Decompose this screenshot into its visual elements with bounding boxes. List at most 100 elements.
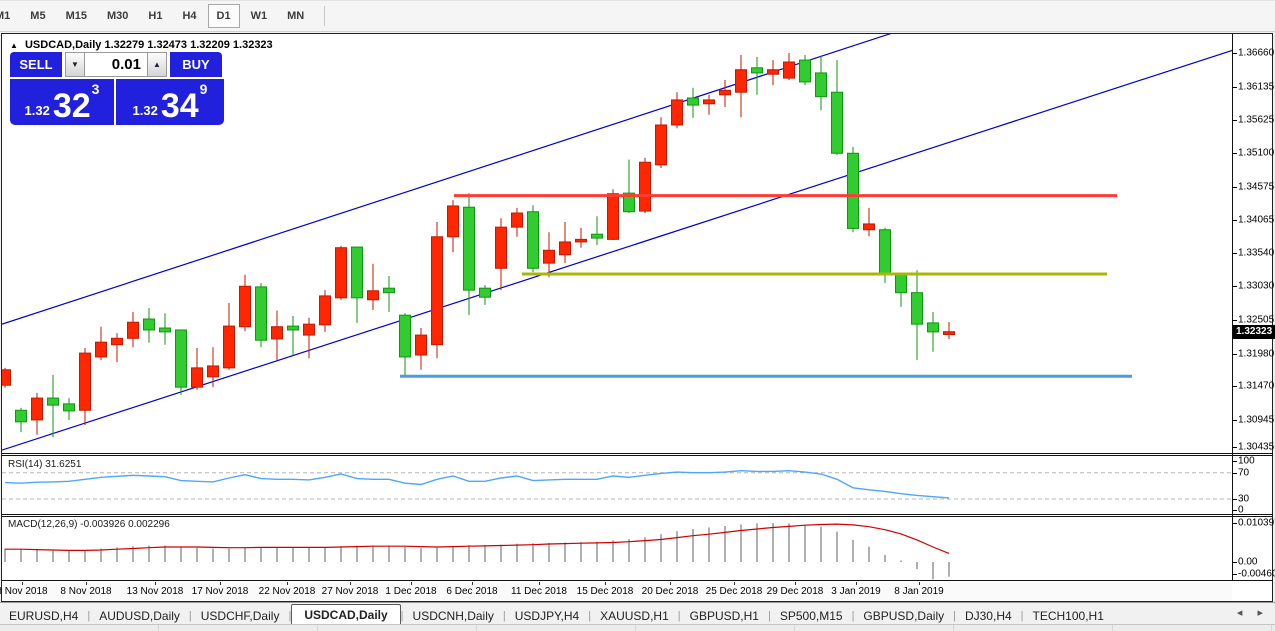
rsi-axis-label-tick (1233, 472, 1237, 474)
timeframe-button-M5[interactable]: M5 (30, 10, 46, 22)
volume-input[interactable]: 0.01 (85, 52, 147, 77)
macd-histogram-bar (468, 545, 470, 563)
chart-tab-USDCHF-Daily[interactable]: USDCHF,Daily (200, 609, 280, 623)
macd-axis-label: -0.004608 (1238, 568, 1275, 580)
macd-histogram-bar (676, 531, 678, 563)
price-axis-label-tick (1233, 420, 1237, 422)
chart-tab-GBPUSD-Daily[interactable]: GBPUSD,Daily (863, 609, 945, 623)
timeframe-button-M1[interactable]: M1 (0, 10, 11, 22)
rsi-line (4, 469, 950, 499)
price-axis-label-tick (1233, 186, 1237, 188)
price-axis-label: 1.36660 (1238, 47, 1275, 59)
candle-body (687, 97, 699, 106)
date-axis[interactable]: 3 Nov 2018 8 Nov 2018 13 Nov 2018 17 Nov 20… (0, 582, 1232, 601)
timeframe-button-H4[interactable]: H4 (182, 10, 197, 22)
price-axis-label-tick (1233, 353, 1237, 355)
date-tick (605, 582, 606, 585)
date-axis-label: 3 Jan 2019 (831, 586, 881, 597)
chart-symbol: USDCAD,Daily (24, 39, 102, 51)
date-tick (670, 582, 671, 585)
macd-histogram-bar (580, 542, 582, 563)
symbol-marker-icon[interactable]: ▲ (10, 41, 18, 50)
date-tick (287, 582, 288, 585)
macd-histogram-bar (852, 539, 854, 563)
pane-separator (2, 580, 1273, 581)
price-axis-label-tick (1233, 53, 1237, 55)
macd-histogram-bar (756, 523, 758, 563)
buy-button[interactable]: BUY (170, 52, 222, 77)
timeframe-button-D1[interactable]: D1 (207, 4, 240, 28)
tab-divider: | (188, 610, 192, 622)
price-axis-label-tick (1233, 119, 1237, 121)
chart-tab-USDJPY-H4[interactable]: USDJPY,H4 (514, 609, 580, 623)
rsi-axis-label: 0 (1238, 504, 1244, 516)
chart-window (1, 33, 1273, 602)
tab-divider: | (953, 610, 956, 622)
candle-body (863, 223, 875, 231)
chart-tab-DJ30-H4[interactable]: DJ30,H4 (964, 609, 1012, 623)
chart-tab-AUDUSD-Daily[interactable]: AUDUSD,Daily (99, 609, 180, 623)
macd-histogram-bar (452, 546, 454, 563)
volume-decrease-button[interactable]: ▼ (65, 52, 85, 77)
price-axis-divider (1232, 34, 1233, 581)
date-tick (795, 582, 796, 585)
macd-histogram-bar (564, 542, 566, 563)
macd-histogram-bar (500, 544, 502, 563)
macd-histogram-bar (708, 527, 710, 563)
timeframe-button-W1[interactable]: W1 (250, 10, 268, 22)
macd-histogram-bar (228, 548, 230, 563)
chevron-up-icon: ▲ (153, 60, 161, 69)
tab-divider: | (87, 610, 91, 622)
chart-tab-EURUSD-H4[interactable]: EURUSD,H4 (9, 609, 79, 623)
candle-body (207, 365, 219, 378)
macd-histogram-bar (724, 525, 726, 563)
date-tick (539, 582, 540, 585)
sell-button[interactable]: SELL (10, 52, 62, 77)
price-axis-label: 1.35625 (1238, 114, 1275, 126)
chart-tab-SP500-M15[interactable]: SP500,M15 (779, 609, 843, 623)
pane-separator[interactable] (2, 514, 1273, 515)
candle-body (191, 367, 203, 388)
date-axis-label: 8 Jan 2019 (894, 586, 944, 597)
chart-tab-USDCNH-Daily[interactable]: USDCNH,Daily (412, 609, 494, 623)
candle-body (879, 229, 891, 276)
timeframe-button-M15[interactable]: M15 (65, 10, 87, 22)
macd-histogram-bar (372, 545, 374, 563)
price-axis-label-tick (1233, 153, 1237, 155)
macd-pane-chart[interactable] (2, 517, 1232, 580)
date-axis-label: 20 Dec 2018 (641, 586, 699, 597)
chart-tab-XAUUSD-H1[interactable]: XAUUSD,H1 (600, 609, 669, 623)
tab-divider: | (502, 610, 506, 622)
candle-body (351, 246, 363, 299)
candle-body (431, 236, 443, 346)
chart-tab-USDCAD-Daily[interactable]: USDCAD,Daily (291, 604, 401, 625)
main-price-chart[interactable] (2, 34, 1232, 453)
date-axis-label: 11 Dec 2018 (511, 586, 567, 597)
trend-channel-line[interactable] (2, 34, 1232, 325)
chart-tab-GBPUSD-H1[interactable]: GBPUSD,H1 (689, 609, 759, 623)
buy-price-panel[interactable]: 1.32 34 9 (116, 79, 224, 125)
price-axis-label: 1.35100 (1238, 147, 1275, 159)
tab-scroll-arrows[interactable]: ◂ ▸ (1236, 607, 1269, 619)
macd-histogram-bar (132, 546, 134, 563)
sell-price-panel[interactable]: 1.32 32 3 (10, 79, 114, 125)
candle-body (239, 285, 251, 328)
timeframe-button-H1[interactable]: H1 (148, 10, 163, 22)
candle-body (319, 295, 331, 326)
pane-separator[interactable] (2, 453, 1273, 454)
candle-body (415, 334, 427, 356)
trend-channel-line[interactable] (2, 49, 1232, 451)
macd-values: -0.003926 0.002296 (80, 519, 170, 530)
candle-body (607, 193, 619, 240)
macd-signal-line (5, 523, 950, 554)
date-axis-label: 1 Dec 2018 (385, 586, 437, 597)
macd-histogram-bar (900, 560, 902, 563)
timeframe-button-M30[interactable]: M30 (106, 10, 129, 22)
chart-tab-TECH100-H1[interactable]: TECH100,H1 (1032, 609, 1104, 623)
timeframe-button-MN[interactable]: MN (287, 10, 305, 22)
tab-divider: | (851, 610, 855, 622)
date-axis-label: 22 Nov 2018 (258, 586, 316, 597)
rsi-pane-chart[interactable] (2, 457, 1232, 513)
volume-increase-button[interactable]: ▲ (147, 52, 167, 77)
